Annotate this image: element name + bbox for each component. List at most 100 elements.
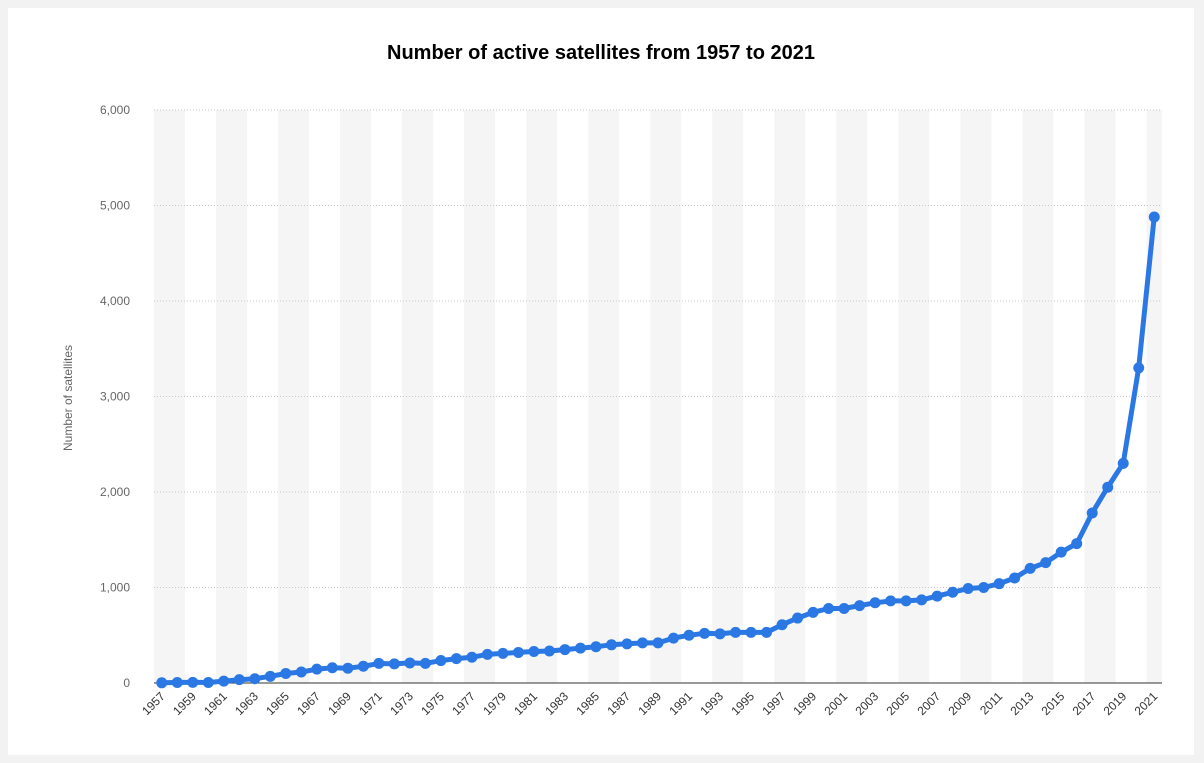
y-axis-label: Number of satellites — [61, 345, 75, 451]
x-tick-label: 2021 — [1132, 689, 1161, 718]
data-point — [1133, 362, 1145, 374]
data-point — [1102, 481, 1114, 493]
x-tick-label: 1999 — [790, 689, 819, 718]
x-tick-label: 1985 — [573, 689, 602, 718]
data-point — [745, 626, 757, 638]
data-point — [326, 662, 338, 674]
x-tick-label: 1975 — [418, 689, 447, 718]
data-point — [419, 657, 431, 669]
y-tick-label: 2,000 — [100, 485, 130, 499]
data-point — [1024, 562, 1036, 574]
data-point — [497, 647, 509, 659]
x-tick-label: 1991 — [666, 689, 695, 718]
data-point — [1086, 507, 1098, 519]
x-tick-label: 1965 — [263, 689, 292, 718]
data-point — [916, 594, 928, 606]
data-point — [171, 677, 183, 689]
chart-frame: Number of active satellites from 1957 to… — [8, 8, 1194, 755]
data-point — [621, 638, 633, 650]
x-tick-label: 1963 — [232, 689, 261, 718]
x-tick-label: 1989 — [635, 689, 664, 718]
x-tick-label: 1981 — [511, 689, 540, 718]
y-tick-label: 4,000 — [100, 294, 130, 308]
x-tick-label: 1983 — [542, 689, 571, 718]
data-point — [187, 676, 199, 688]
data-point — [962, 582, 974, 594]
column-band — [774, 110, 806, 683]
x-tick-label: 1997 — [759, 689, 788, 718]
column-band — [588, 110, 620, 683]
data-point — [993, 578, 1005, 590]
data-point — [466, 651, 478, 663]
data-point — [264, 670, 276, 682]
data-point — [947, 586, 959, 598]
x-tick-label: 1971 — [356, 689, 385, 718]
data-point — [823, 603, 835, 615]
column-band — [1053, 110, 1085, 683]
data-point — [1148, 211, 1160, 223]
data-point — [218, 675, 230, 687]
data-point — [450, 653, 462, 665]
data-point — [652, 637, 664, 649]
data-point — [1071, 538, 1083, 550]
data-point — [885, 595, 897, 607]
x-tick-label: 1973 — [387, 689, 416, 718]
data-point — [543, 645, 555, 657]
x-tick-label: 1957 — [139, 689, 168, 718]
column-band — [681, 110, 713, 683]
x-tick-label: 1979 — [480, 689, 509, 718]
data-point — [388, 658, 400, 670]
data-point — [636, 637, 648, 649]
column-band — [960, 110, 992, 683]
data-point — [699, 627, 711, 639]
data-point — [404, 657, 416, 669]
x-tick-label: 1987 — [604, 689, 633, 718]
data-point — [373, 657, 385, 669]
x-tick-label: 2015 — [1039, 689, 1068, 718]
x-tick-label: 2009 — [945, 689, 974, 718]
data-point — [1009, 572, 1021, 584]
x-tick-label: 1993 — [697, 689, 726, 718]
data-point — [574, 642, 586, 654]
x-tick-label: 2019 — [1101, 689, 1130, 718]
data-point — [342, 662, 354, 674]
data-point — [854, 600, 866, 612]
data-point — [807, 606, 819, 618]
data-point — [1040, 557, 1052, 569]
data-point — [295, 666, 307, 678]
data-point — [233, 674, 245, 686]
x-tick-label: 2003 — [852, 689, 881, 718]
data-point — [156, 677, 168, 689]
data-point — [512, 646, 524, 658]
x-tick-label: 1969 — [325, 689, 354, 718]
line-chart: 0 1,000 2,000 3,000 4,000 5,000 6,000 1957 1959… — [61, 103, 1162, 718]
x-tick-label: 2017 — [1070, 689, 1099, 718]
data-point — [605, 639, 617, 651]
column-band — [495, 110, 527, 683]
data-point — [931, 590, 943, 602]
data-point — [1055, 546, 1067, 558]
data-point — [311, 663, 323, 675]
x-tick-label: 2007 — [914, 689, 943, 718]
y-tick-label: 1,000 — [100, 581, 130, 595]
data-point — [249, 673, 261, 685]
x-tick-label: 2005 — [883, 689, 912, 718]
data-point — [280, 667, 292, 679]
data-point — [481, 648, 493, 660]
x-tick-label: 1967 — [294, 689, 323, 718]
data-point — [1117, 457, 1129, 469]
data-point — [357, 660, 369, 672]
data-point — [202, 677, 214, 689]
x-tick-label: 1995 — [728, 689, 757, 718]
x-tick-label: 2001 — [821, 689, 850, 718]
x-tick-label: 1977 — [449, 689, 478, 718]
x-tick-label: 1961 — [201, 689, 230, 718]
data-point — [668, 632, 680, 644]
data-point — [730, 626, 742, 638]
data-point — [683, 629, 695, 641]
x-tick-label: 2013 — [1008, 689, 1037, 718]
data-point — [714, 628, 726, 640]
data-point — [792, 612, 804, 624]
y-tick-label: 3,000 — [100, 390, 130, 404]
data-point — [869, 597, 881, 609]
